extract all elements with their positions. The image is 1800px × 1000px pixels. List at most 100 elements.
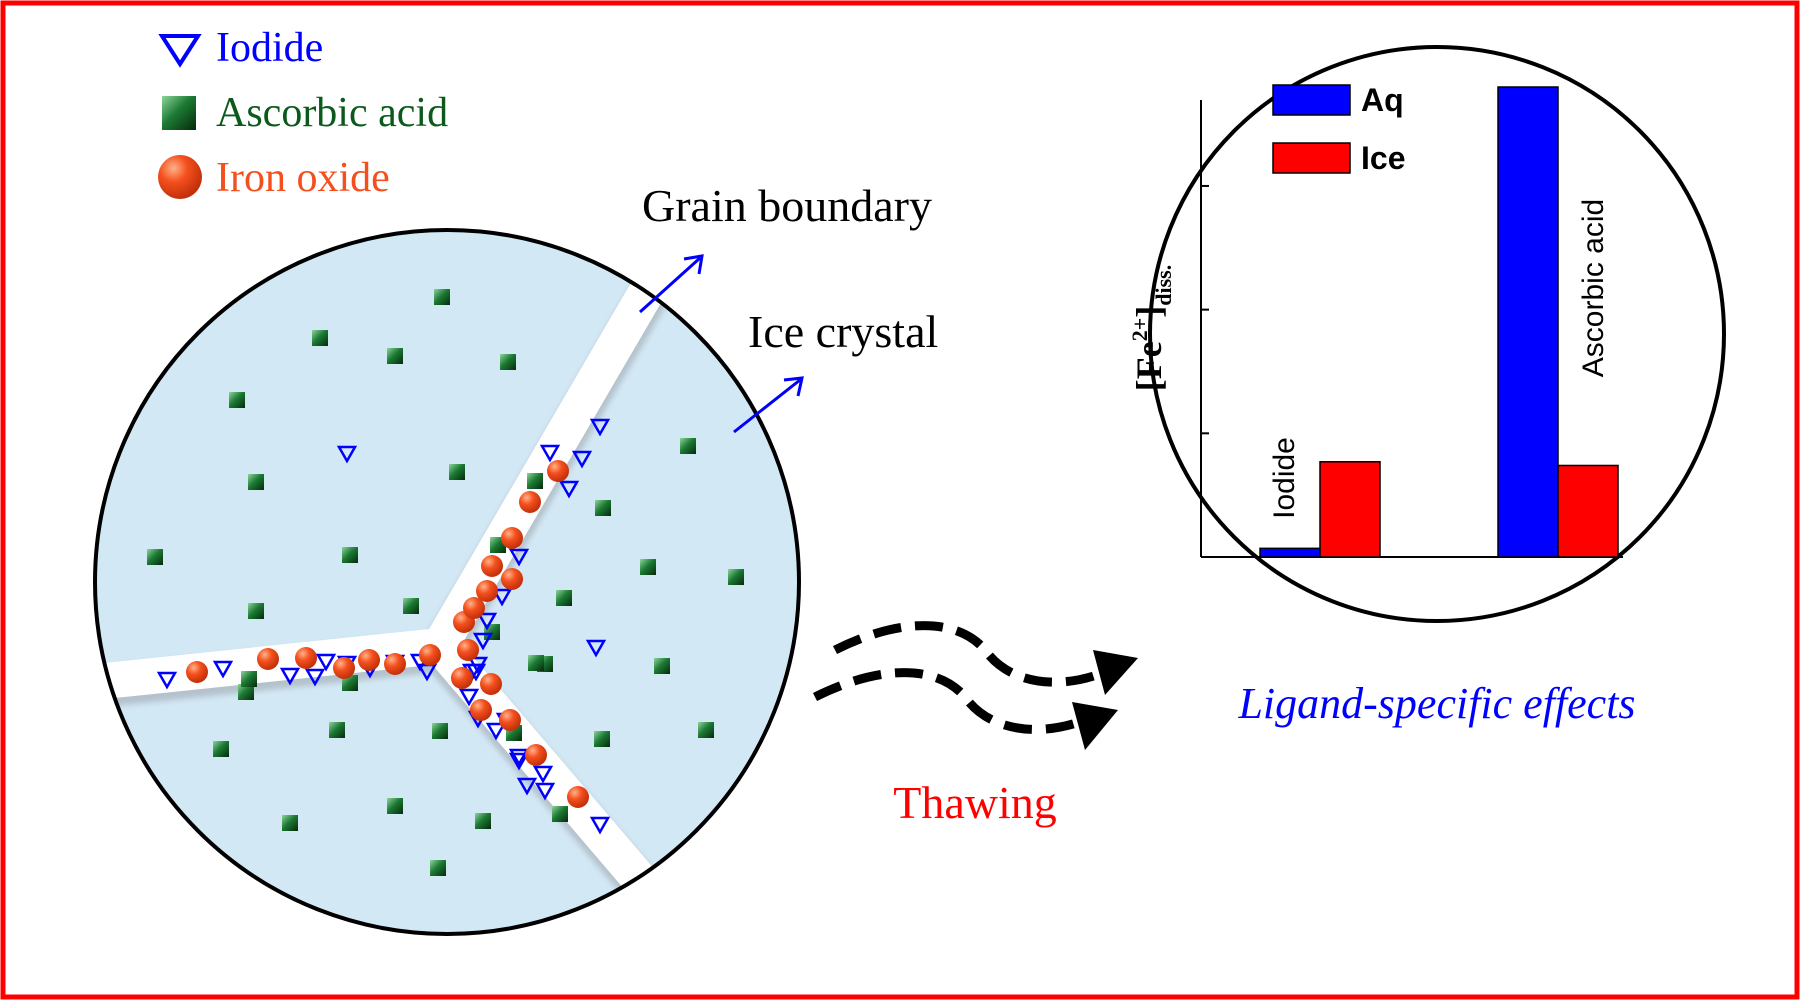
iron-oxide-particle <box>295 647 317 669</box>
y-axis-label: [Fe2+]diss. <box>1127 265 1176 392</box>
ascorbic-acid-particle <box>329 722 345 738</box>
dashed-arrowhead-upper-icon <box>1093 650 1138 695</box>
iron-oxide-particle <box>481 555 503 577</box>
ascorbic-acid-particle <box>434 289 450 305</box>
iron-oxide-particle <box>358 649 380 671</box>
chart-panel: Iodide Ascorbic acid Aq Ice [Fe2+]diss. <box>1127 45 1726 623</box>
iodide-particle <box>585 639 607 658</box>
iodide-particle <box>516 777 538 796</box>
legend-iodide-label: Iodide <box>216 25 323 71</box>
iodide-particle <box>508 748 530 767</box>
ice-crystal-circle <box>93 228 801 936</box>
iodide-particle <box>465 663 487 682</box>
ascorbic-acid-particle <box>403 598 419 614</box>
ascorbic-acid-particle <box>527 473 543 489</box>
legend-label-aq: Aq <box>1361 82 1404 118</box>
ascorbic-acid-particle <box>147 549 163 565</box>
ascorbic-acid-particle <box>387 798 403 814</box>
ascorbic-acid-particle <box>528 655 544 671</box>
iron-oxide-particle <box>476 580 498 602</box>
bar-chart: Iodide Ascorbic acid Aq Ice [Fe2+]diss. <box>1127 82 1623 558</box>
iodide-particle <box>589 418 611 437</box>
iron-oxide-particle <box>333 657 355 679</box>
iodide-particle <box>279 667 301 686</box>
ascorbic-acid-particle <box>475 813 491 829</box>
legend: Iodide Ascorbic acid Iron oxide <box>158 25 448 201</box>
dashed-arrow-upper-icon <box>832 621 1107 687</box>
iron-oxide-particle <box>547 460 569 482</box>
iodide-particle <box>304 668 326 687</box>
ascorbic-acid-particle <box>728 569 744 585</box>
iodide-particle <box>472 632 494 651</box>
chart-circle-outline <box>1148 45 1726 623</box>
grain-boundary-callout: Grain boundary <box>638 180 932 314</box>
bar-ice-iodide <box>1319 461 1381 558</box>
iron-oxide-particle <box>501 527 523 549</box>
ascorbic-acid-particle <box>248 603 264 619</box>
ascorbic-acid-particle <box>248 474 264 490</box>
iron-oxide-particle <box>480 673 502 695</box>
ice-crystal-label: Ice crystal <box>748 306 938 357</box>
thawing-arrows <box>812 621 1107 734</box>
ice-crystal-arrow-icon <box>733 378 801 434</box>
iodide-particle <box>508 548 530 567</box>
ascorbic-acid-particle <box>595 500 611 516</box>
ascorbic-acid-particle <box>312 330 328 346</box>
thawing-label: Thawing <box>893 777 1057 828</box>
iodide-particle <box>539 444 561 463</box>
iron-oxide-particle <box>457 639 479 661</box>
category-label: Ascorbic acid <box>1577 199 1610 377</box>
ascorbic-square-icon <box>162 96 196 130</box>
ascorbic-acid-particle <box>387 348 403 364</box>
ascorbic-acid-particle <box>640 559 656 575</box>
iodide-particle <box>485 722 507 741</box>
iodide-particle <box>508 752 530 771</box>
dashed-arrowhead-lower-icon <box>1072 702 1118 750</box>
ascorbic-acid-particle <box>432 723 448 739</box>
bar-ice-ascorbic-acid <box>1557 464 1619 558</box>
iron-oxide-particle <box>567 786 589 808</box>
iodide-particle <box>558 480 580 499</box>
iron-oxide-particle <box>257 648 279 670</box>
legend-iron-label: Iron oxide <box>216 155 390 201</box>
iron-oxide-particle <box>501 568 523 590</box>
bar-aq-ascorbic-acid <box>1497 86 1559 558</box>
iron-oxide-particle <box>525 744 547 766</box>
iron-oxide-particle <box>499 709 521 731</box>
ascorbic-acid-particle <box>654 658 670 674</box>
ascorbic-acid-particle <box>229 392 245 408</box>
ascorbic-acid-particle <box>552 806 568 822</box>
iodide-triangle-icon <box>158 34 202 68</box>
iodide-particle <box>571 450 593 469</box>
iodide-particle <box>532 765 554 784</box>
iron-oxide-particles <box>186 460 589 808</box>
ascorbic-acid-particle <box>594 731 610 747</box>
iron-oxide-particle <box>519 491 541 513</box>
iodide-particle <box>156 671 178 690</box>
ligand-effects-label: Ligand-specific effects <box>1237 679 1635 728</box>
y-axis-ticks <box>1201 184 1209 435</box>
iron-oxide-particle <box>451 667 473 689</box>
ascorbic-acid-particle <box>500 354 516 370</box>
ascorbic-acid-particle <box>430 860 446 876</box>
ascorbic-acid-particle <box>449 464 465 480</box>
iodide-particle <box>336 445 358 464</box>
ice-crystal-arrowhead-icon <box>783 376 804 397</box>
iron-oxide-particle <box>384 653 406 675</box>
ascorbic-acid-particle <box>241 671 257 687</box>
category-label: Iodide <box>1268 437 1301 519</box>
chart-legend: Aq Ice <box>1272 82 1405 176</box>
iodide-particle <box>476 612 498 631</box>
category-labels: Iodide Ascorbic acid <box>1268 199 1610 519</box>
iron-oxide-particle <box>463 597 485 619</box>
iron-sphere-icon <box>158 155 202 199</box>
grain-boundary-arrow-icon <box>638 256 702 314</box>
legend-label-ice: Ice <box>1361 140 1405 176</box>
ascorbic-acid-particle <box>282 815 298 831</box>
iron-oxide-particle <box>186 661 208 683</box>
grain-boundary-label: Grain boundary <box>642 180 932 231</box>
ascorbic-acid-particle <box>680 438 696 454</box>
bars <box>1259 86 1619 558</box>
